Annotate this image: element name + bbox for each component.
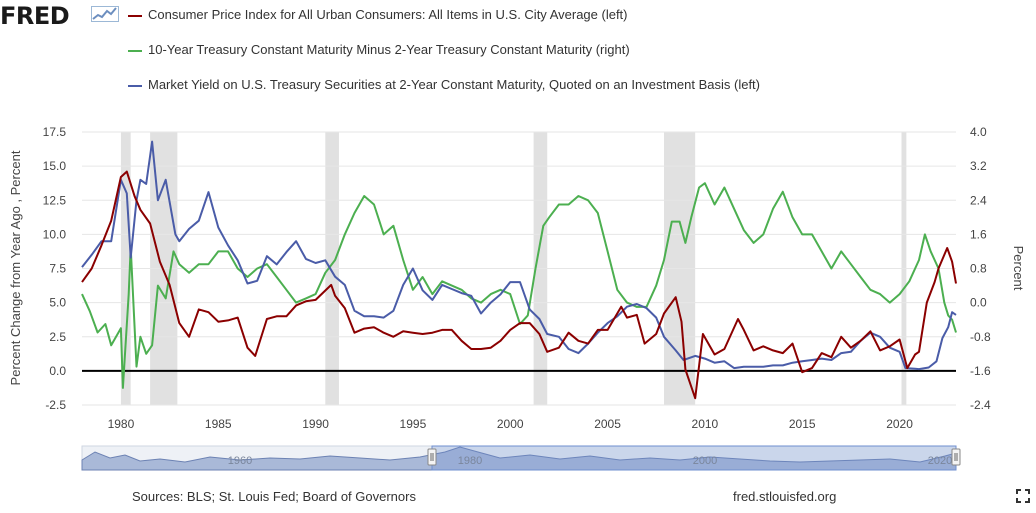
right-axis-tick-label: 2.4 bbox=[970, 193, 987, 207]
right-axis-tick-label: 3.2 bbox=[970, 159, 987, 173]
x-axis-tick-label: 1995 bbox=[400, 417, 427, 431]
legend-label-2yr: Market Yield on U.S. Treasury Securities… bbox=[148, 77, 761, 92]
left-axis-tick-label: 10.0 bbox=[43, 227, 67, 241]
legend-label-spread: 10-Year Treasury Constant Maturity Minus… bbox=[148, 42, 630, 57]
navigator-tick-label: 2020 bbox=[928, 455, 952, 467]
left-axis-tick-label: 0.0 bbox=[49, 364, 66, 378]
fred-graph-icon bbox=[91, 6, 119, 22]
drag-handle-icon[interactable] bbox=[951, 448, 961, 466]
right-axis-title: Percent bbox=[1011, 246, 1026, 291]
x-axis-tick-label: 1985 bbox=[205, 417, 232, 431]
right-axis-tick-label: -1.6 bbox=[970, 364, 991, 378]
right-axis-tick-label: -2.4 bbox=[970, 398, 991, 412]
right-axis-tick-label: 4.0 bbox=[970, 125, 987, 139]
site-link[interactable]: fred.stlouisfed.org bbox=[733, 489, 837, 504]
right-axis-tick-label: 0.8 bbox=[970, 262, 987, 276]
left-axis-tick-label: -2.5 bbox=[45, 398, 66, 412]
fullscreen-icon[interactable] bbox=[1016, 489, 1030, 503]
series-line-cpi[interactable] bbox=[81, 170, 957, 400]
x-axis-tick-label: 1990 bbox=[302, 417, 329, 431]
right-axis-tick-label: 1.6 bbox=[970, 227, 987, 241]
x-axis-tick-label: 2005 bbox=[594, 417, 621, 431]
fred-logo: FRED bbox=[0, 2, 70, 30]
x-axis-tick-label: 2010 bbox=[692, 417, 719, 431]
gridlines bbox=[82, 131, 956, 406]
navigator-tick-label: 2000 bbox=[693, 455, 717, 467]
legend-swatch-2yr bbox=[128, 85, 142, 87]
left-axis-tick-label: 7.5 bbox=[49, 262, 66, 276]
navigator-tick-label: 1980 bbox=[458, 455, 482, 467]
x-axis-tick-label: 2015 bbox=[789, 417, 816, 431]
x-axis-tick-label: 2000 bbox=[497, 417, 524, 431]
left-axis-tick-label: 5.0 bbox=[49, 296, 66, 310]
navigator-area bbox=[81, 446, 957, 471]
series-line-spread[interactable] bbox=[81, 182, 957, 389]
range-navigator[interactable]: 1960 1980 2000 2020 bbox=[81, 445, 961, 471]
left-axis-tick-label: 2.5 bbox=[49, 330, 66, 344]
navigator-tick-label: 1960 bbox=[228, 455, 252, 467]
right-axis-tick-labels: -2.4 -1.6 -0.8 0.0 0.8 1.6 2.4 3.2 4.0 bbox=[970, 125, 991, 412]
left-axis-title: Percent Change from Year Ago , Percent bbox=[8, 150, 23, 385]
right-axis-tick-label: -0.8 bbox=[970, 330, 991, 344]
series-lines bbox=[81, 140, 957, 400]
x-axis-tick-labels: 1980 1985 1990 1995 2000 2005 2010 2015 2020 bbox=[108, 417, 914, 431]
left-axis-tick-labels: -2.5 0.0 2.5 5.0 7.5 10.0 12.5 15.0 17.5 bbox=[43, 125, 67, 412]
navigator-tick-labels: 1960 1980 2000 2020 bbox=[228, 455, 952, 467]
x-axis-tick-label: 1980 bbox=[108, 417, 135, 431]
drag-handle-icon[interactable] bbox=[427, 448, 437, 466]
legend-swatch-cpi bbox=[128, 15, 142, 17]
left-axis-tick-label: 17.5 bbox=[43, 125, 67, 139]
sources-text: Sources: BLS; St. Louis Fed; Board of Go… bbox=[132, 489, 416, 504]
legend-label-cpi: Consumer Price Index for All Urban Consu… bbox=[148, 7, 628, 22]
series-line-2yr[interactable] bbox=[81, 140, 957, 371]
x-axis-tick-label: 2020 bbox=[886, 417, 913, 431]
left-axis-tick-label: 15.0 bbox=[43, 159, 67, 173]
left-axis-tick-label: 12.5 bbox=[43, 193, 67, 207]
legend-swatch-spread bbox=[128, 50, 142, 52]
right-axis-tick-label: 0.0 bbox=[970, 296, 987, 310]
